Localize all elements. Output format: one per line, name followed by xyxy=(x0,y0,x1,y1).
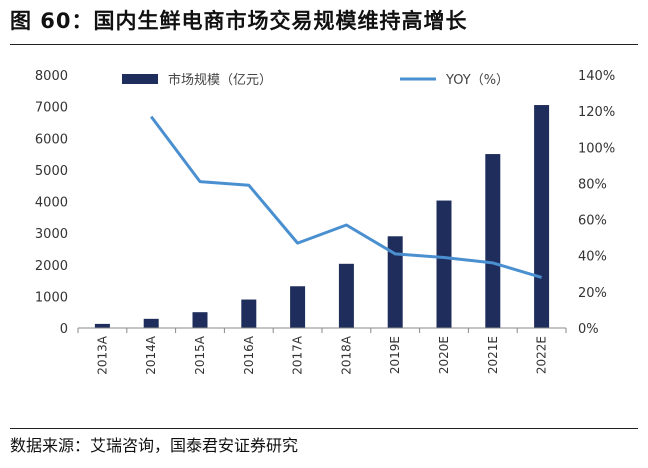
bar xyxy=(143,318,159,328)
legend: 市场规模（亿元） YOY（%） xyxy=(122,72,509,88)
right-tick-label: 20% xyxy=(578,286,607,301)
source-note: 数据来源：艾瑞咨询，国泰君安证券研究 xyxy=(10,436,299,455)
bar xyxy=(387,236,403,328)
legend-line-label: YOY（%） xyxy=(445,73,509,88)
line-series xyxy=(150,115,543,279)
bar xyxy=(94,323,110,328)
bar xyxy=(338,263,354,328)
category-label: 2022E xyxy=(535,336,549,374)
source-divider xyxy=(10,428,638,429)
bar xyxy=(436,200,452,328)
legend-bar-label: 市场规模（亿元） xyxy=(168,72,272,88)
bar xyxy=(290,286,306,328)
right-tick-label: 140% xyxy=(578,69,615,84)
left-tick-label: 2000 xyxy=(35,259,68,274)
left-tick-label: 3000 xyxy=(35,227,68,242)
category-label: 2015A xyxy=(193,335,207,375)
left-tick-label: 8000 xyxy=(35,69,68,84)
category-label: 2021E xyxy=(486,336,500,374)
legend-bar-swatch xyxy=(122,74,158,84)
left-tick-label: 6000 xyxy=(35,132,68,147)
title-divider xyxy=(10,44,638,45)
bar xyxy=(534,105,550,328)
left-tick-label: 0 xyxy=(60,322,68,337)
yoy-line xyxy=(150,115,543,279)
bar xyxy=(485,154,501,328)
chart: 0 1000 2000 3000 4000 5000 6000 7000 8000 0% 20% 4… xyxy=(35,69,615,375)
left-tick-label: 1000 xyxy=(35,290,68,305)
category-label: 2013A xyxy=(95,335,109,375)
left-tick-label: 4000 xyxy=(35,196,68,211)
category-label: 2018A xyxy=(339,335,353,375)
left-tick-label: 7000 xyxy=(35,101,68,116)
category-label: 2019E xyxy=(388,336,402,374)
right-tick-label: 60% xyxy=(578,214,607,229)
right-tick-label: 120% xyxy=(578,105,615,120)
category-label: 2016A xyxy=(242,335,256,375)
bar xyxy=(192,312,208,328)
right-tick-label: 100% xyxy=(578,141,615,156)
category-label: 2020E xyxy=(437,336,451,374)
x-axis xyxy=(77,327,567,333)
right-tick-label: 40% xyxy=(578,250,607,265)
right-tick-label: 80% xyxy=(578,177,607,192)
category-label: 2014A xyxy=(144,335,158,375)
category-label: 2017A xyxy=(291,335,305,375)
right-axis-ticks: 0% 20% 40% 60% 80% 100% 120% 140% xyxy=(578,69,615,337)
left-axis-ticks: 0 1000 2000 3000 4000 5000 6000 7000 8000 xyxy=(35,69,68,337)
bar-series xyxy=(94,105,550,328)
bar xyxy=(241,299,257,328)
figure-title: 图 60：国内生鲜电商市场交易规模维持高增长 xyxy=(10,9,468,33)
right-tick-label: 0% xyxy=(578,322,599,337)
category-labels: 2013A 2014A 2015A 2016A 2017A 2018A 2019E 2020E… xyxy=(95,335,548,375)
left-tick-label: 5000 xyxy=(35,164,68,179)
